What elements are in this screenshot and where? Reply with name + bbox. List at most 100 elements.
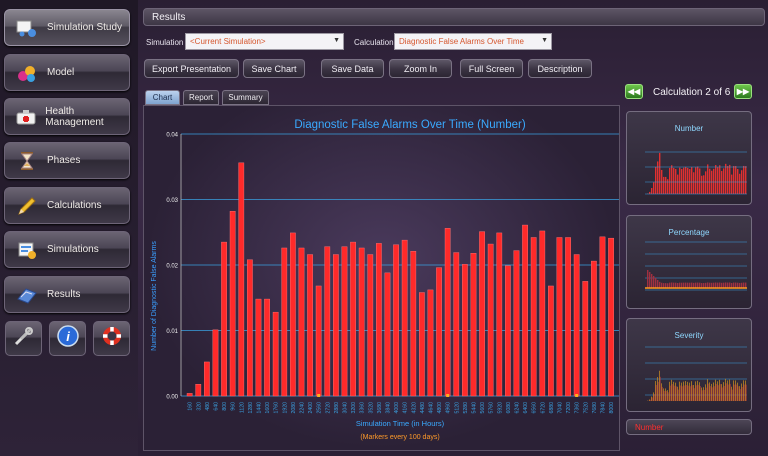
thumbnail-bar — [675, 282, 677, 288]
thumbnail-bar — [743, 380, 744, 401]
thumbnail-bar — [667, 179, 669, 194]
thumbnail-bar — [661, 383, 662, 401]
bar — [272, 311, 279, 397]
x-tick-label: 7040 — [557, 402, 563, 414]
thumbnail-bar — [687, 381, 688, 401]
thumbnail-bar — [671, 282, 673, 288]
main-chart: 0.00 0.01 0.02 0.03 0.04 160 320 480 640 800 960 11… — [151, 119, 619, 441]
thumbnail-bar — [685, 381, 686, 401]
bar — [522, 224, 528, 397]
thumbnail-bar — [719, 384, 721, 401]
x-tick-label: 2240 — [299, 402, 305, 414]
bar — [307, 254, 313, 397]
x-tick-label: 4800 — [437, 402, 443, 414]
thumbnail-number-chart[interactable]: Number — [626, 111, 752, 205]
bar — [427, 289, 434, 397]
x-tick-label: 800 — [222, 402, 228, 411]
thumbnail-bar — [671, 384, 673, 401]
x-tick-label: 6880 — [549, 402, 555, 414]
x-tick-label: 3520 — [368, 402, 374, 414]
nav-simulations-button[interactable]: Simulations — [4, 231, 130, 268]
thumbnail-bar — [737, 382, 738, 401]
thumbnail-bar — [725, 282, 727, 288]
nav-phases-button[interactable]: Phases — [4, 142, 130, 179]
previous-calculation-button[interactable]: ◀◀ — [625, 84, 643, 99]
thumbnail-bar — [723, 168, 725, 194]
day-marker — [317, 394, 321, 397]
bar — [358, 247, 365, 397]
thumbnail-bar — [657, 161, 659, 194]
thumbnail-bar — [675, 382, 676, 401]
calculation-select-value: Diagnostic False Alarms Over Time — [399, 37, 524, 46]
tools-button[interactable] — [5, 321, 42, 356]
thumbnail-bar — [717, 282, 719, 288]
full-screen-button[interactable]: Full Screen — [460, 59, 523, 78]
thumbnail-bar — [713, 168, 715, 194]
thumbnail-bar — [649, 191, 651, 194]
nav-model-button[interactable]: Model — [4, 54, 130, 91]
x-tick-label: 3040 — [342, 402, 348, 414]
thumbnail-bar — [743, 384, 745, 401]
x-tick-label: 2080 — [291, 402, 297, 414]
zoom-in-button[interactable]: Zoom In — [389, 59, 452, 78]
y-tick-label: 0.03 — [166, 198, 178, 204]
x-tick-label: 5600 — [480, 402, 486, 414]
x-tick-label: 3360 — [360, 402, 366, 414]
nav-health-management-button[interactable]: Health Management — [4, 98, 130, 135]
tools-icon — [12, 324, 36, 353]
thumbnail-bar — [691, 167, 693, 194]
nav-calculations-button[interactable]: Calculations — [4, 187, 130, 224]
thumbnail-bar — [735, 166, 737, 194]
tab-report[interactable]: Report — [183, 90, 219, 105]
thumbnail-bar — [709, 386, 711, 401]
simulation-select[interactable]: <Current Simulation> ▼ — [185, 33, 344, 50]
thumbnail-bar — [721, 387, 723, 401]
thumbnail-title: Severity — [674, 331, 704, 340]
x-tick-label: 1600 — [265, 402, 271, 414]
thumbnail-severity-chart[interactable]: Severity — [626, 318, 752, 412]
thumbnail-bar — [727, 282, 729, 288]
thumbnail-bar — [655, 385, 657, 401]
tab-summary[interactable]: Summary — [222, 90, 269, 105]
nav-label: Calculations — [47, 200, 102, 211]
info-button[interactable]: i — [49, 321, 86, 356]
chevron-down-icon: ▼ — [333, 37, 340, 44]
model-icon — [15, 62, 39, 84]
bar — [556, 237, 563, 397]
thumbnail-bar — [719, 282, 721, 288]
thumbnail-bar — [651, 274, 653, 288]
y-tick-label: 0.04 — [166, 133, 178, 139]
thumbnail-bar — [657, 280, 659, 288]
help-button[interactable] — [93, 321, 130, 356]
thumbnail-bar — [715, 165, 717, 194]
thumbnail-bar — [657, 381, 659, 401]
thumbnail-title: Percentage — [668, 228, 710, 237]
x-tick-label: 1920 — [282, 402, 288, 414]
export-presentation-button[interactable]: Export Presentation — [144, 59, 239, 78]
nav-results-button[interactable]: Results — [4, 276, 130, 313]
thumbnail-bar — [685, 166, 687, 194]
bar — [470, 253, 477, 397]
x-tick-label: 960 — [231, 402, 237, 411]
thumbnail-bar — [703, 389, 705, 401]
thumbnail-bar — [681, 386, 683, 401]
thumbnail-bar — [679, 381, 680, 401]
description-button[interactable]: Description — [528, 59, 592, 78]
next-calculation-button[interactable]: ▶▶ — [734, 84, 752, 99]
thumbnail-bar — [665, 176, 667, 194]
x-tick-label: 6560 — [532, 402, 538, 414]
bar — [229, 211, 236, 397]
thumbnail-percentage-chart[interactable]: Percentage — [626, 215, 752, 309]
thumbnail-bar — [673, 282, 675, 288]
x-tick-label: 5920 — [497, 402, 503, 414]
nav-simulation-study-button[interactable]: Simulation Study — [4, 9, 130, 46]
save-data-button[interactable]: Save Data — [321, 59, 384, 78]
thumbnail-bar — [739, 282, 741, 288]
tab-chart[interactable]: Chart — [145, 90, 180, 105]
thumbnail-bar — [673, 167, 675, 194]
save-chart-button[interactable]: Save Chart — [243, 59, 305, 78]
bar — [221, 241, 227, 397]
chart-x-axis-sublabel: (Markers every 100 days) — [360, 434, 439, 441]
calculation-select[interactable]: Diagnostic False Alarms Over Time ▼ — [394, 33, 552, 50]
simulation-select-value: <Current Simulation> — [190, 37, 266, 46]
